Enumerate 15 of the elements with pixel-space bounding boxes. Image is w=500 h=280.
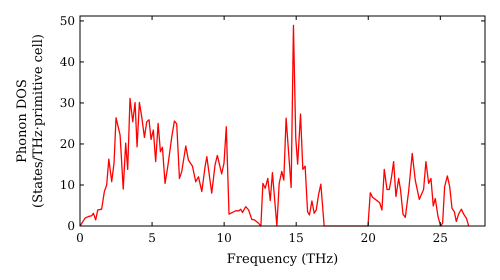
y-tick-label: 0 [67, 219, 75, 233]
x-tick-label: 15 [288, 231, 304, 245]
y-tick-label: 20 [60, 136, 75, 151]
y-tick-label: 10 [60, 178, 75, 192]
x-tick-label: 5 [148, 231, 156, 245]
y-tick-label: 50 [60, 14, 75, 28]
x-tick-label: 20 [360, 231, 376, 245]
line-series [79, 24, 470, 227]
x-axis-title: Frequency (THz) [226, 252, 338, 267]
x-tick-label: 25 [432, 231, 448, 245]
y-tick-label: 30 [60, 96, 75, 110]
x-tick-label: 10 [216, 231, 232, 245]
y-axis-title: Phonon DOS (States/THz·primitive cell) [15, 34, 46, 208]
x-tick-label: 0 [76, 231, 84, 245]
y-tick-label: 40 [60, 54, 75, 69]
